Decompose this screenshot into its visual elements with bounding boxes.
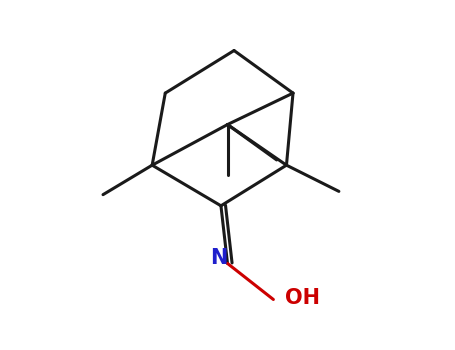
Text: N: N xyxy=(210,248,228,268)
Text: OH: OH xyxy=(285,288,320,308)
